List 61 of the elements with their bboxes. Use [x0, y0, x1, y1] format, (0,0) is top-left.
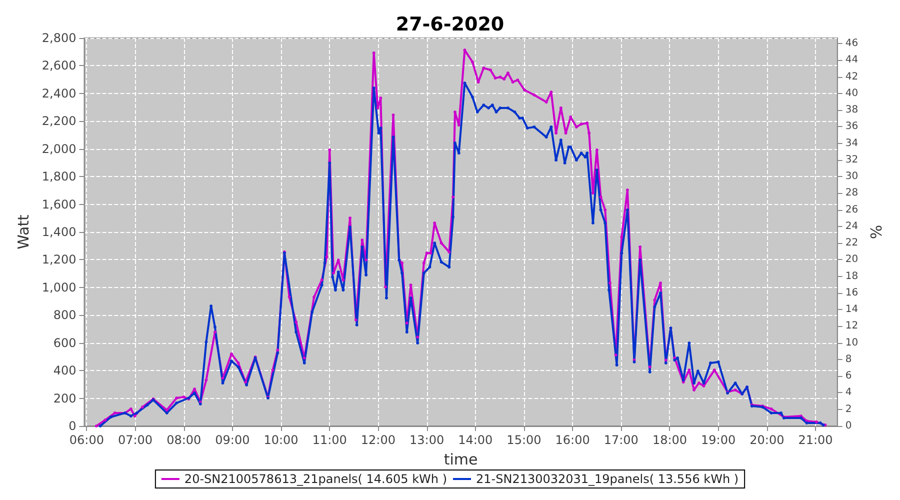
y-tick-label: 400: [53, 364, 76, 378]
y-tick-label: 2,600: [42, 58, 76, 73]
y2-tick-label: 26: [845, 204, 858, 216]
x-tick-label: 16:00: [555, 433, 590, 447]
y2-tick-label: 24: [845, 220, 858, 232]
y2-tick-label: 16: [845, 287, 858, 298]
y-tick-label: 1,600: [42, 197, 76, 212]
y-tick-label: 200: [53, 391, 76, 406]
chart-title: 27-6-2020: [396, 14, 504, 36]
x-tick-label: 15:00: [506, 433, 542, 447]
y-tick-label: 800: [53, 308, 76, 322]
y2-tick-label: 12: [845, 320, 858, 332]
y-tick-label: 0: [68, 419, 76, 433]
y-tick-label: 1,400: [42, 225, 76, 239]
y-tick-label: 1,000: [42, 280, 76, 294]
y2-tick-label: 18: [845, 270, 858, 282]
x-tick-label: 07:00: [118, 433, 153, 447]
x-tick-label: 20:00: [750, 433, 784, 447]
y2-tick-label: 40: [845, 88, 858, 99]
y-tick-label: 2,000: [42, 142, 76, 156]
x-tick-label: 19:00: [701, 433, 736, 447]
y2-tick-label: 38: [845, 104, 858, 116]
y2-tick-label: 4: [845, 387, 852, 398]
y-tick-label: 2,200: [42, 114, 76, 128]
y-tick-label: 1,200: [42, 252, 76, 267]
y2-tick-label: 0: [845, 420, 852, 432]
legend-label: 20-SN2100578613_21panels( 14.605 kWh ): [184, 472, 448, 486]
y2-tick-label: 36: [845, 121, 858, 132]
y-tick-label: 600: [53, 336, 76, 350]
x-tick-label: 08:00: [166, 433, 202, 447]
y2-tick-label: 42: [845, 71, 858, 82]
x-tick-label: 21:00: [798, 433, 833, 447]
y-axis-title: Watt: [14, 214, 32, 250]
x-tick-label: 12:00: [360, 433, 396, 447]
x-tick-label: 14:00: [458, 433, 493, 447]
y2-axis-title: %: [868, 224, 886, 240]
y2-tick-label: 30: [845, 171, 858, 182]
y2-tick-label: 10: [845, 337, 858, 348]
x-tick-label: 18:00: [652, 433, 688, 447]
x-tick-label: 09:00: [215, 433, 250, 447]
y-tick-label: 2,800: [42, 31, 76, 45]
x-axis-title: time: [444, 450, 478, 468]
y2-tick-label: 2: [845, 404, 852, 415]
y2-tick-label: 32: [845, 154, 858, 166]
y2-tick-label: 28: [845, 188, 858, 199]
y2-tick-label: 14: [845, 304, 858, 316]
x-tick-label: 13:00: [410, 433, 444, 447]
legend-label: 21-SN2130032031_19panels( 13.556 kWh ): [476, 472, 739, 486]
y2-tick-label: 6: [845, 370, 852, 382]
y2-tick-label: 8: [845, 354, 852, 365]
y2-tick-label: 46: [845, 38, 858, 50]
y2-tick-label: 34: [845, 138, 858, 149]
y2-tick-label: 44: [845, 54, 858, 66]
y-tick-label: 2,400: [42, 86, 76, 100]
y2-tick-label: 20: [845, 254, 858, 266]
y2-tick-label: 22: [845, 238, 858, 249]
x-tick-label: 11:00: [312, 433, 347, 447]
y-tick-label: 1,800: [42, 170, 76, 184]
x-tick-label: 10:00: [264, 433, 298, 447]
x-tick-label: 17:00: [604, 433, 638, 447]
x-tick-label: 06:00: [69, 433, 104, 447]
